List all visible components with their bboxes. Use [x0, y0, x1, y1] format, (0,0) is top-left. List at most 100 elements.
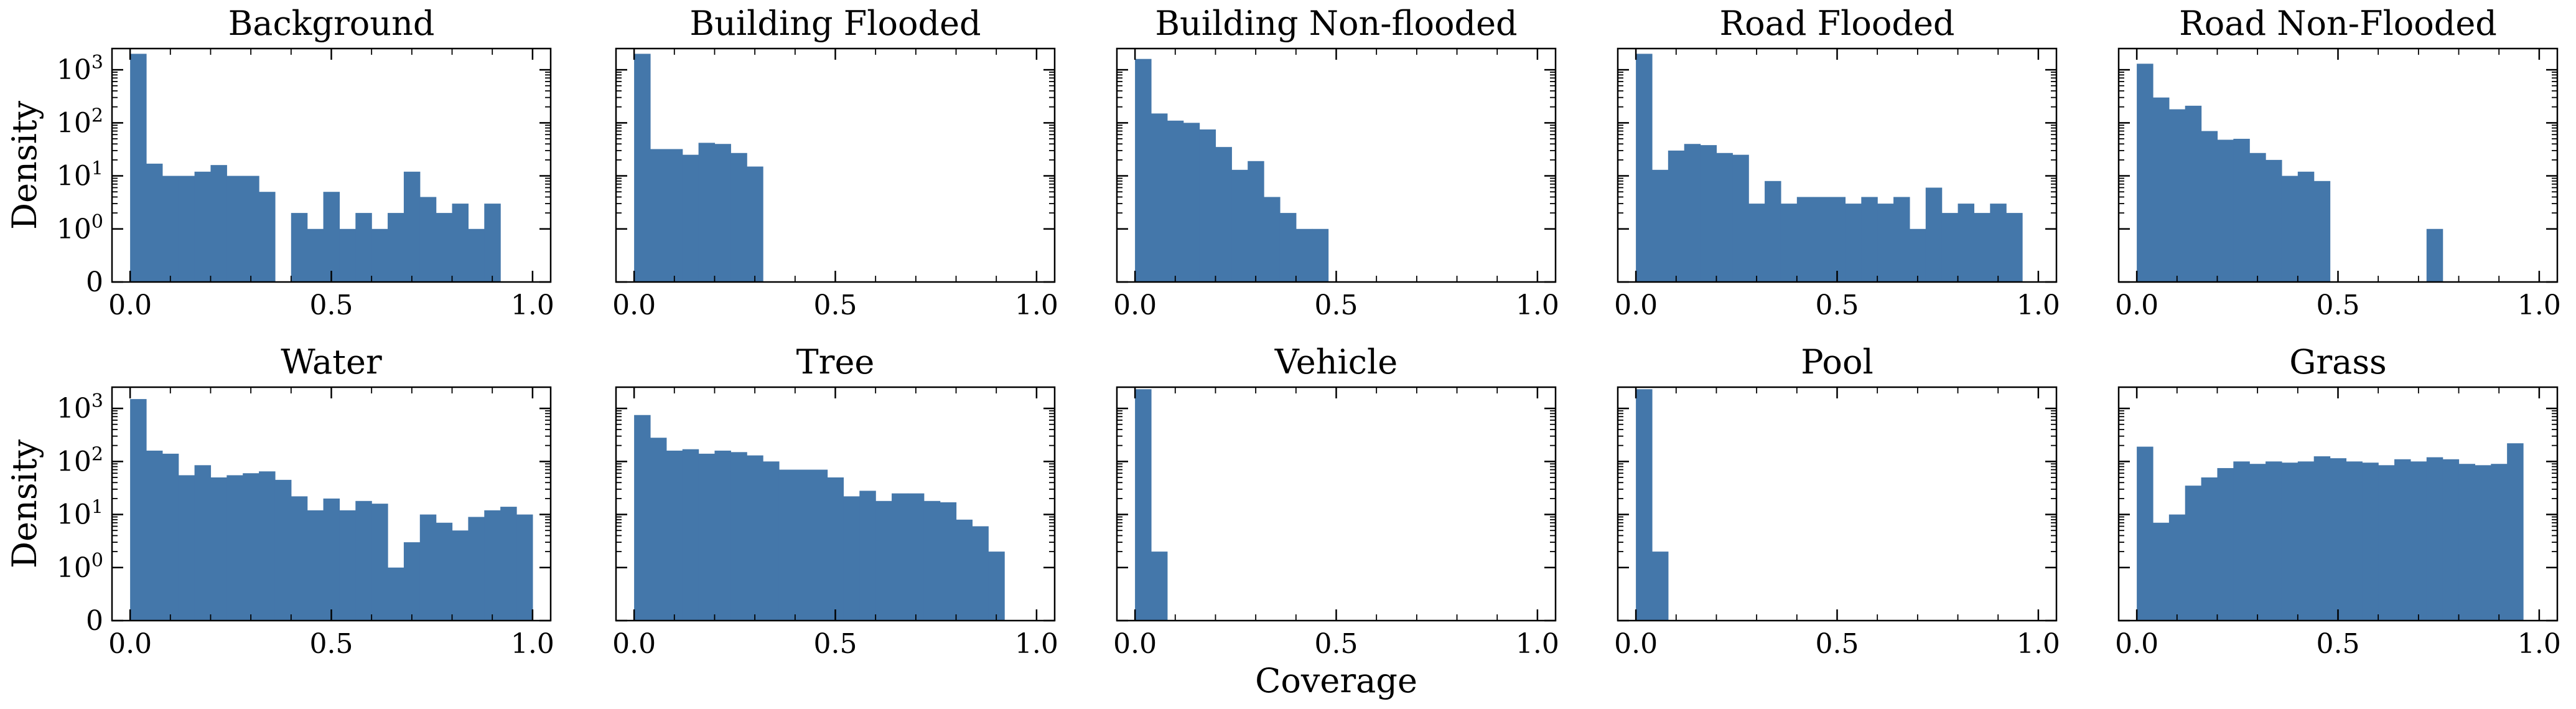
- histogram-bar: [827, 477, 844, 621]
- x-tick-label: 0.5: [2317, 628, 2360, 660]
- panel-title: Background: [228, 4, 435, 43]
- histogram-bar: [2507, 443, 2524, 621]
- x-tick-label: 0.0: [1614, 628, 1658, 660]
- histogram-bar: [778, 469, 796, 621]
- panel-title: Pool: [1801, 342, 1873, 382]
- histogram-bar: [811, 469, 828, 621]
- histogram-bar: [1813, 197, 1830, 282]
- histogram-bar: [226, 475, 243, 621]
- histogram-bar: [468, 517, 485, 621]
- histogram-bar: [1684, 144, 1701, 282]
- x-tick-label: 0.5: [2317, 289, 2360, 321]
- x-tick-label: 0.0: [612, 289, 656, 321]
- histogram-bar: [323, 192, 340, 282]
- histogram-bar: [178, 475, 195, 621]
- histogram-bar: [650, 149, 667, 282]
- histogram-bar: [682, 449, 699, 621]
- histogram-bar: [194, 465, 212, 621]
- y-axis-label: Density: [5, 100, 44, 230]
- panel-title: Building Non-flooded: [1155, 4, 1517, 43]
- y-tick-label: 103: [57, 52, 103, 87]
- histogram-bar: [1651, 552, 1669, 621]
- histogram-bar: [714, 450, 731, 621]
- x-tick-label: 0.5: [310, 628, 353, 660]
- histogram-bar: [2249, 464, 2266, 621]
- histogram-bar: [1312, 228, 1329, 282]
- x-tick-label: 1.0: [511, 628, 554, 660]
- histogram-bar: [1636, 389, 1653, 621]
- histogram-bar: [698, 143, 716, 282]
- histogram-bar: [730, 452, 747, 621]
- histogram-bar: [2152, 97, 2170, 283]
- x-tick-label: 0.0: [2115, 289, 2158, 321]
- x-tick-label: 1.0: [2017, 289, 2060, 321]
- histogram-bar: [243, 473, 259, 621]
- histogram-bar: [1167, 120, 1184, 282]
- histogram-bar: [1716, 153, 1733, 282]
- x-tick-label: 0.0: [1614, 289, 1658, 321]
- histogram-bar: [2426, 457, 2443, 621]
- panel-title: Vehicle: [1274, 342, 1398, 382]
- histogram-bar: [682, 154, 699, 282]
- histogram-bar: [1829, 197, 1846, 282]
- histogram-bar: [1199, 129, 1216, 282]
- histogram-bar: [516, 514, 533, 621]
- histogram-bar: [291, 213, 308, 282]
- histogram-bar: [747, 166, 763, 282]
- histogram-bar: [1651, 169, 1669, 282]
- panel-title: Tree: [796, 342, 875, 382]
- x-tick-label: 1.0: [2017, 628, 2060, 660]
- histogram-bar: [307, 228, 324, 282]
- histogram-bar: [763, 461, 780, 621]
- histogram-bar: [2491, 464, 2508, 621]
- histogram-bar: [2233, 138, 2250, 282]
- x-tick-label: 1.0: [2518, 628, 2561, 660]
- histogram-bar: [988, 552, 1005, 621]
- x-tick-label: 0.5: [1816, 289, 1859, 321]
- histogram-bar: [1796, 197, 1814, 282]
- panel-title: Road Non-Flooded: [2179, 4, 2497, 43]
- histogram-bar: [747, 455, 763, 621]
- histogram-bar: [2313, 456, 2331, 621]
- histogram-bar: [2297, 461, 2315, 621]
- histogram-bar: [403, 542, 421, 621]
- histogram-bar: [2362, 462, 2379, 621]
- histogram-bar: [1990, 204, 2007, 282]
- panel-title: Water: [281, 342, 382, 382]
- histogram-bar: [634, 415, 651, 621]
- histogram-bar: [956, 519, 973, 621]
- histogram-bar: [2152, 522, 2170, 621]
- histogram-bar: [940, 502, 957, 621]
- histogram-bar: [130, 399, 147, 621]
- x-tick-label: 1.0: [1516, 289, 1559, 321]
- histogram-bar: [1909, 228, 1926, 282]
- x-tick-label: 1.0: [511, 289, 554, 321]
- histogram-bar: [1231, 169, 1248, 282]
- histogram-bar: [2185, 486, 2202, 621]
- histogram-bar: [2266, 159, 2282, 282]
- histogram-bar: [1668, 150, 1685, 282]
- histogram-bar: [1183, 123, 1200, 282]
- histogram-bar: [2410, 461, 2427, 621]
- histogram-bar: [371, 504, 388, 621]
- histogram-bar: [1732, 154, 1749, 282]
- histogram-bar: [274, 479, 292, 621]
- histogram-bar: [923, 500, 941, 621]
- histogram-bar: [2217, 467, 2234, 621]
- histogram-bar: [1135, 389, 1152, 621]
- histogram-bar: [1877, 204, 1894, 282]
- x-tick-label: 0.0: [1113, 628, 1157, 660]
- histogram-bar: [2346, 461, 2363, 621]
- histogram-bar: [388, 213, 404, 282]
- x-tick-label: 0.5: [814, 289, 857, 321]
- histogram-bar: [419, 514, 437, 621]
- histogram-bar: [436, 213, 453, 282]
- histogram-bar: [2313, 181, 2331, 282]
- histogram-bar: [130, 54, 147, 283]
- y-tick-label: 103: [57, 390, 103, 425]
- histogram-bar: [2475, 465, 2491, 621]
- x-tick-label: 0.0: [108, 289, 152, 321]
- histogram-bar: [2458, 464, 2476, 621]
- panel-title: Grass: [2289, 342, 2387, 382]
